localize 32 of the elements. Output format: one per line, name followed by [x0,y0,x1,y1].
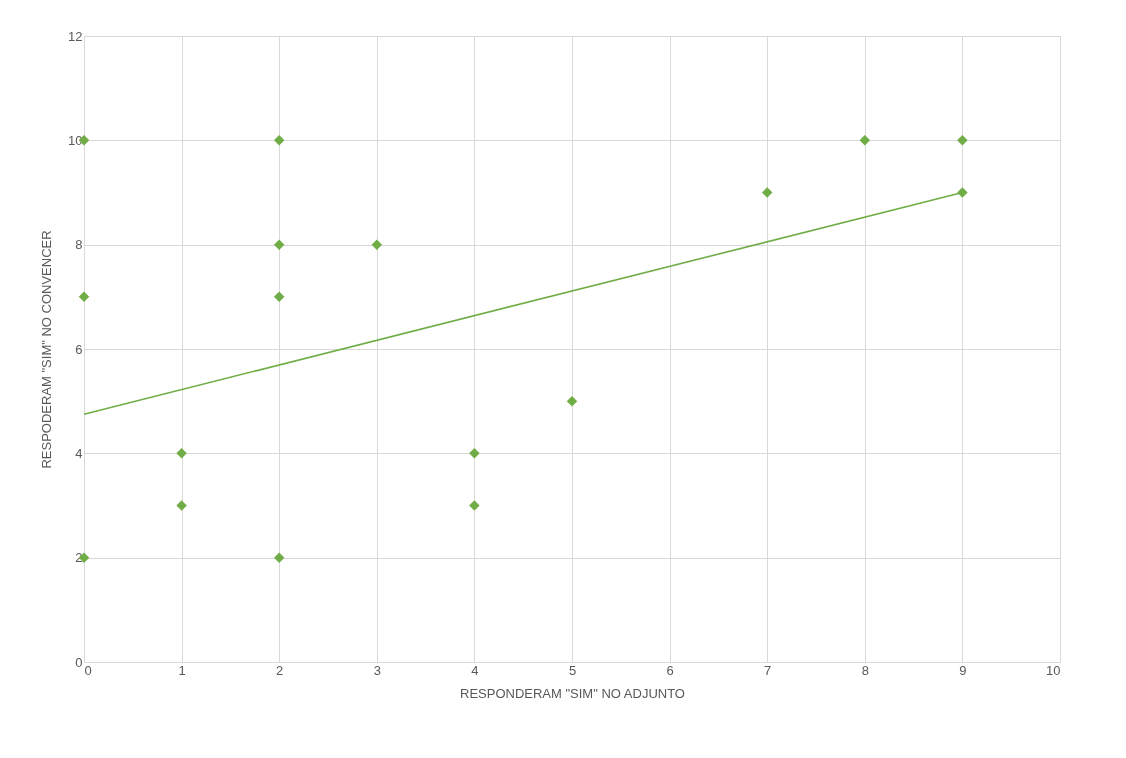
point [176,500,187,511]
y-axis-title: RESPODERAM "SIM" NO CONVENCER [39,230,55,469]
point [469,500,480,511]
point [78,291,90,303]
x-tick-label: 5 [568,662,577,678]
point [273,291,285,303]
point [566,395,578,407]
x-tick-label: 6 [666,662,674,678]
point [371,239,383,250]
y-tick-label: 12 [68,28,83,44]
x-axis-title: RESPONDERAM "SIM" NO ADJUNTO [460,685,685,701]
point [761,187,773,198]
point [957,135,968,146]
y-tick-label: 8 [75,237,83,253]
x-tick-label: 7 [764,662,772,678]
y-tick-label: 4 [75,445,83,461]
point [273,552,285,563]
point [469,448,480,459]
point [273,239,285,250]
x-tick-label: 3 [373,662,381,678]
y-tick-label: 6 [75,341,83,357]
x-tick-label: 1 [178,662,186,678]
point [957,187,968,198]
x-tick-label: 4 [471,662,479,678]
y-tick-label: 2 [75,550,83,566]
x-tick-label: 9 [959,662,967,678]
point [273,135,285,146]
x-tick-label: 10 [1046,662,1061,678]
point [176,448,187,459]
x-tick-label: 8 [861,662,869,678]
point [859,135,871,146]
x-tick-label: 2 [276,662,284,678]
